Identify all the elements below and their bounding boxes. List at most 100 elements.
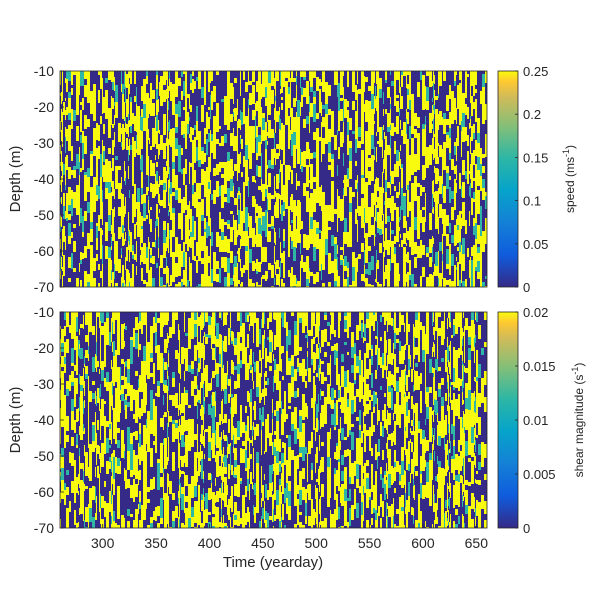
speed-heatmap-cell <box>71 175 73 190</box>
speed-heatmap-cell <box>340 157 343 172</box>
shear-heatmap-cell <box>85 527 88 528</box>
shear-heatmap-cell <box>302 420 305 423</box>
shear-heatmap-cell <box>253 505 254 515</box>
shear-heatmap-cell <box>364 416 366 424</box>
speed-heatmap-cell <box>175 138 178 149</box>
speed-heatmap-cell <box>291 156 293 170</box>
shear-heatmap-cell <box>382 437 384 450</box>
shear-heatmap-cell <box>373 461 375 475</box>
speed-heatmap-cell <box>343 188 344 195</box>
speed-heatmap-cell <box>473 181 475 192</box>
shear-heatmap-cell <box>320 445 321 460</box>
speed-heatmap-cell <box>344 218 347 232</box>
shear-heatmap-cell <box>313 501 315 509</box>
speed-heatmap-cell <box>126 88 128 99</box>
speed-heatmap-cell <box>347 122 349 135</box>
speed-heatmap-cell <box>201 164 204 169</box>
speed-heatmap-cell <box>219 268 221 283</box>
shear-heatmap-cell <box>319 416 320 426</box>
shear-heatmap-cell <box>135 376 138 390</box>
shear-heatmap-cell <box>204 459 205 474</box>
speed-heatmap-cell <box>125 227 126 232</box>
shear-heatmap-cell <box>234 496 237 502</box>
speed-heatmap-cell <box>82 237 84 253</box>
speed-heatmap-cell <box>216 219 219 224</box>
shear-heatmap-cell <box>224 423 227 435</box>
speed-heatmap-cell <box>340 172 343 176</box>
speed-heatmap-cell <box>454 253 456 265</box>
speed-heatmap-cell <box>352 224 355 237</box>
shear-heatmap-cell <box>344 357 347 371</box>
speed-heatmap-cell <box>385 250 387 261</box>
speed-heatmap-cell <box>206 134 208 139</box>
shear-heatmap-cell <box>259 501 261 512</box>
shear-heatmap-cell <box>115 473 117 483</box>
speed-heatmap-cell <box>80 135 82 143</box>
shear-heatmap-cell <box>233 504 234 514</box>
speed-heatmap-cell <box>141 155 143 159</box>
speed-heatmap-cell <box>112 249 114 262</box>
shear-heatmap-cell <box>250 326 252 333</box>
shear-heatmap-cell <box>274 320 276 335</box>
speed-heatmap-cell <box>387 71 390 87</box>
speed-heatmap-cell <box>234 95 237 108</box>
speed-heatmap-cell <box>124 121 125 128</box>
speed-heatmap-cell <box>456 282 457 286</box>
shear-heatmap-cell <box>78 484 79 491</box>
shear-heatmap-cell <box>369 421 371 427</box>
shear-heatmap-cell <box>181 328 184 343</box>
speed-heatmap-cell <box>399 166 400 175</box>
shear-heatmap-cell <box>197 368 198 376</box>
speed-heatmap-cell <box>358 166 361 179</box>
shear-heatmap-cell <box>204 425 205 430</box>
shear-heatmap-cell <box>349 435 351 439</box>
speed-heatmap-cell <box>276 159 279 167</box>
speed-heatmap-cell <box>96 282 98 287</box>
speed-heatmap-cell <box>100 259 102 265</box>
speed-heatmap-cell <box>467 234 469 248</box>
shear-heatmap-cell <box>307 419 308 425</box>
speed-heatmap-cell <box>219 283 221 287</box>
speed-heatmap-cell <box>100 278 102 287</box>
shear-heatmap-cell <box>288 312 291 327</box>
speed-heatmap-cell <box>382 77 383 93</box>
shear-heatmap-cell <box>377 425 378 438</box>
shear-heatmap-cell <box>197 488 198 495</box>
speed-heatmap-cell <box>420 258 422 265</box>
shear-heatmap-cell <box>284 350 286 353</box>
shear-heatmap-cell <box>106 363 109 372</box>
speed-heatmap-cell <box>283 87 285 98</box>
shear-heatmap-cell <box>219 367 221 370</box>
speed-heatmap-cell <box>150 134 152 146</box>
speed-heatmap-cell <box>256 165 258 176</box>
speed-heatmap-cell <box>375 86 376 99</box>
speed-heatmap-cell <box>475 85 477 89</box>
speed-heatmap-cell <box>433 222 434 238</box>
speed-heatmap-cell <box>159 134 160 144</box>
shear-heatmap-cell <box>264 440 265 451</box>
shear-heatmap-cell <box>111 357 112 360</box>
speed-heatmap-cell <box>134 239 136 254</box>
shear-heatmap-cell <box>78 389 79 400</box>
speed-heatmap-cell <box>379 174 382 187</box>
shear-heatmap-cell <box>194 440 197 443</box>
shear-heatmap-cell <box>254 447 256 454</box>
shear-heatmap-cell <box>369 410 371 413</box>
speed-heatmap-cell <box>132 99 134 113</box>
shear-heatmap-cell <box>198 525 200 528</box>
speed-heatmap-cell <box>446 201 449 206</box>
shear-heatmap-cell <box>344 526 347 528</box>
speed-heatmap-cell <box>322 92 325 102</box>
shear-heatmap-cell <box>311 365 313 379</box>
speed-heatmap-cell <box>128 137 129 146</box>
speed-heatmap-cell <box>300 193 301 198</box>
shear-heatmap-cell <box>308 500 311 516</box>
shear-heatmap-cell <box>319 514 320 522</box>
shear-heatmap-cell <box>95 368 96 378</box>
speed-heatmap-cell <box>328 230 331 242</box>
speed-heatmap-cell <box>240 173 241 188</box>
shear-heatmap-cell <box>185 405 188 420</box>
speed-heatmap-cell <box>399 231 400 244</box>
speed-heatmap-cell <box>149 165 150 177</box>
speed-heatmap-cell <box>150 126 152 134</box>
